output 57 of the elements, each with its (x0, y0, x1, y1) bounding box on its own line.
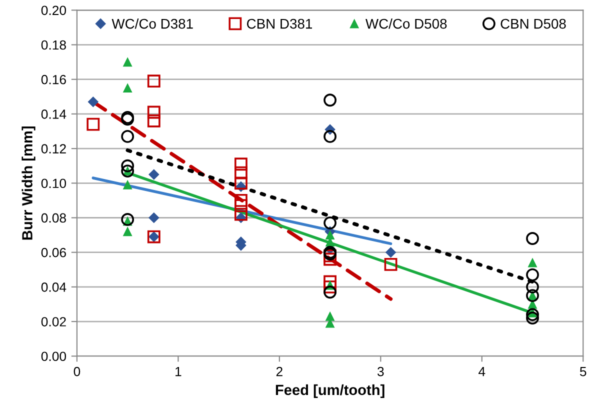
point (326, 230, 335, 240)
point (148, 212, 160, 224)
point (121, 213, 134, 226)
point (234, 208, 248, 221)
legend-label: CBN D381 (247, 18, 312, 29)
point (123, 180, 132, 190)
point (88, 96, 98, 108)
legend-label: CBN D508 (500, 18, 566, 29)
point (526, 232, 539, 245)
point (234, 176, 248, 190)
y-tick-label: 0.02 (41, 317, 66, 326)
y-axis-title: Burr Width [mm] (22, 126, 36, 240)
point (324, 286, 336, 299)
point (324, 216, 336, 230)
y-tick-label: 0.16 (41, 74, 66, 84)
x-tick-label: 5 (580, 367, 586, 376)
x-tick-label: 3 (377, 366, 384, 376)
point (326, 312, 335, 321)
x-tick-label: 2 (276, 366, 282, 376)
x-axis-title: Feed [um/tooth] (276, 384, 384, 398)
point (148, 169, 160, 180)
point (528, 258, 538, 268)
point (526, 280, 539, 294)
point (234, 166, 248, 180)
y-tick-label: 0.12 (41, 144, 66, 154)
y-tick-label: 0.08 (41, 213, 66, 223)
point (147, 74, 160, 88)
point (526, 268, 539, 282)
point (386, 247, 396, 258)
point (123, 83, 132, 93)
y-tick-label: 0.10 (41, 178, 66, 188)
legend-label: WC/Co D381 (112, 18, 193, 29)
point (526, 308, 539, 322)
point (86, 118, 100, 131)
point (324, 130, 336, 143)
x-tick-label: 0 (74, 366, 80, 376)
point (384, 258, 398, 271)
point (147, 106, 160, 119)
point (526, 312, 539, 325)
y-tick-label: 0.00 (41, 352, 66, 362)
x-tick-label: 4 (478, 367, 486, 376)
y-tick-label: 0.04 (41, 282, 66, 292)
point (123, 58, 132, 67)
point (123, 227, 132, 236)
point (121, 130, 134, 143)
y-tick-label: 0.14 (41, 110, 66, 119)
x-tick-label: 1 (176, 367, 182, 376)
point (234, 158, 248, 171)
point (324, 94, 336, 107)
y-tick-label: 0.06 (41, 248, 66, 258)
point (121, 159, 134, 172)
point (147, 114, 160, 128)
point (324, 252, 336, 266)
point (234, 194, 248, 207)
y-tick-label: 0.20 (41, 6, 66, 16)
y-tick-label: 0.18 (41, 40, 66, 50)
legend-label: WC/Co D508 (366, 18, 447, 29)
